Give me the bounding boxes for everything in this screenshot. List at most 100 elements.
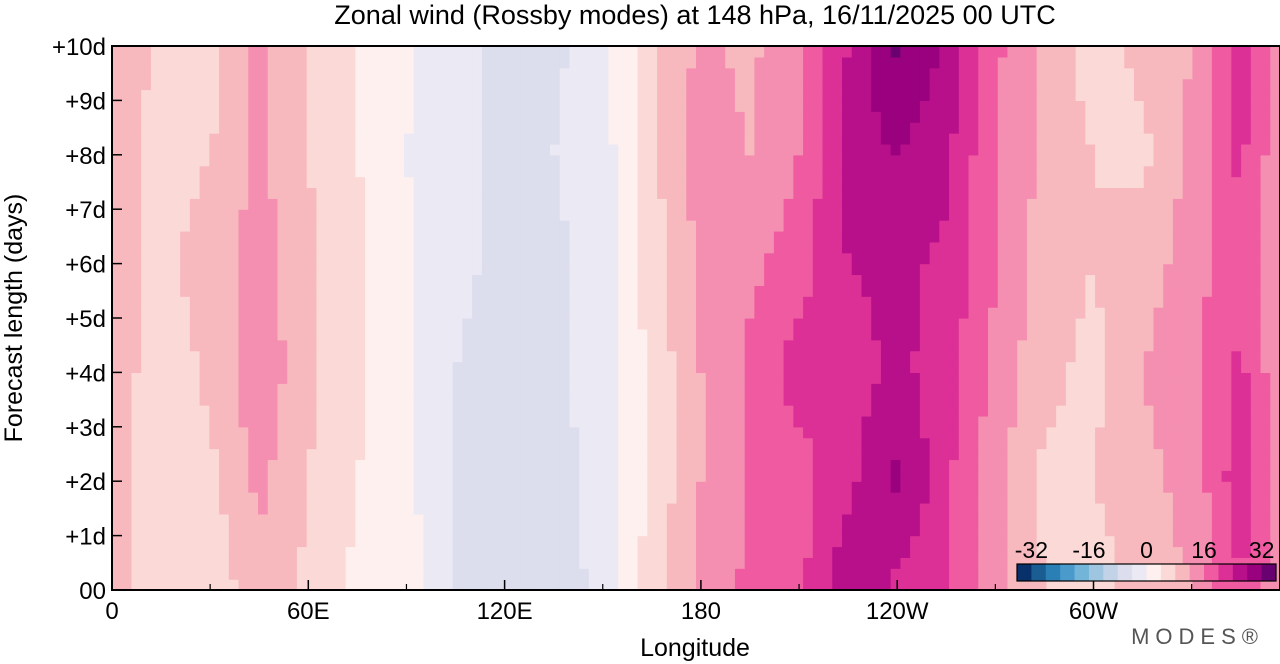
heatmap-cell xyxy=(209,307,220,319)
heatmap-cell xyxy=(793,415,804,428)
heatmap-cell xyxy=(511,350,522,363)
heatmap-cell xyxy=(1241,209,1252,221)
heatmap-cell xyxy=(1007,579,1018,590)
heatmap-cell xyxy=(248,405,259,417)
heatmap-cell xyxy=(773,383,785,395)
heatmap-cell xyxy=(423,133,434,145)
heatmap-cell xyxy=(394,579,405,590)
heatmap-cell xyxy=(452,513,463,526)
heatmap-cell xyxy=(696,133,707,145)
heatmap-cell xyxy=(1046,198,1057,210)
heatmap-cell xyxy=(131,230,142,243)
heatmap-cell xyxy=(1211,252,1223,265)
heatmap-cell xyxy=(1007,546,1018,558)
heatmap-cell xyxy=(1172,546,1184,558)
heatmap-cell xyxy=(696,426,707,439)
heatmap-cell xyxy=(1153,350,1164,363)
heatmap-cell xyxy=(219,579,230,590)
heatmap-cell xyxy=(1202,535,1213,548)
heatmap-cell xyxy=(559,470,571,482)
heatmap-cell xyxy=(1241,448,1252,461)
heatmap-cell xyxy=(949,448,960,461)
heatmap-cell xyxy=(1211,579,1223,590)
heatmap-cell xyxy=(248,198,259,210)
heatmap-cell xyxy=(744,339,755,352)
heatmap-cell xyxy=(1221,350,1232,363)
heatmap-cell xyxy=(1153,448,1164,461)
heatmap-cell xyxy=(131,296,142,308)
heatmap-cell xyxy=(744,252,755,265)
heatmap-cell xyxy=(1211,448,1223,461)
heatmap-cell xyxy=(822,318,833,330)
heatmap-cell xyxy=(559,133,571,145)
heatmap-cell xyxy=(608,502,619,515)
heatmap-cell xyxy=(326,557,337,569)
heatmap-cell xyxy=(511,209,522,221)
heatmap-cell xyxy=(851,318,863,330)
heatmap-cell xyxy=(1221,481,1232,493)
heatmap-cell xyxy=(1056,405,1067,417)
heatmap-cell xyxy=(988,502,999,515)
heatmap-cell xyxy=(1192,502,1203,515)
heatmap-cell xyxy=(579,405,590,417)
heatmap-cell xyxy=(1114,154,1125,167)
heatmap-cell xyxy=(462,296,473,308)
heatmap-cell xyxy=(803,274,814,286)
heatmap-cell xyxy=(812,154,824,167)
heatmap-cell xyxy=(1085,524,1096,537)
heatmap-cell xyxy=(258,307,269,319)
heatmap-cell xyxy=(666,133,678,145)
heatmap-cell xyxy=(588,350,600,363)
heatmap-cell xyxy=(1026,415,1038,428)
heatmap-cell xyxy=(1260,448,1271,461)
heatmap-cell xyxy=(1192,546,1203,558)
heatmap-cell xyxy=(608,176,619,189)
heatmap-cell xyxy=(754,350,765,363)
heatmap-cell xyxy=(647,274,658,286)
heatmap-cell xyxy=(1007,426,1018,439)
heatmap-cell xyxy=(1202,448,1213,461)
heatmap-cell xyxy=(842,557,853,569)
heatmap-cell xyxy=(1260,165,1271,178)
heatmap-cell xyxy=(1231,241,1242,254)
heatmap-cell xyxy=(880,296,892,308)
heatmap-cell xyxy=(1143,492,1155,504)
heatmap-cell xyxy=(1192,513,1203,526)
heatmap-cell xyxy=(1221,339,1232,352)
heatmap-cell xyxy=(423,459,434,471)
heatmap-cell xyxy=(355,415,366,428)
heatmap-cell xyxy=(355,296,366,308)
heatmap-cell xyxy=(121,133,133,145)
heatmap-cell xyxy=(939,209,950,221)
heatmap-cell xyxy=(335,372,347,384)
heatmap-cell xyxy=(365,546,376,558)
heatmap-cell xyxy=(141,481,152,493)
heatmap-cell xyxy=(559,568,571,580)
heatmap-cell xyxy=(199,557,210,569)
heatmap-cell xyxy=(686,220,697,232)
heatmap-cell xyxy=(1104,470,1116,482)
heatmap-cell xyxy=(861,579,872,590)
heatmap-cell xyxy=(900,426,911,439)
heatmap-cell xyxy=(822,546,833,558)
heatmap-cell xyxy=(501,285,512,297)
heatmap-cells xyxy=(112,46,1280,590)
heatmap-cell xyxy=(978,296,989,308)
heatmap-cell xyxy=(199,361,210,373)
heatmap-cell xyxy=(1260,502,1271,515)
heatmap-cell xyxy=(900,568,911,580)
heatmap-cell xyxy=(637,133,648,145)
heatmap-cell xyxy=(1036,492,1047,504)
heatmap-cell xyxy=(949,372,960,384)
heatmap-cell xyxy=(725,274,736,286)
heatmap-cell xyxy=(209,535,220,548)
heatmap-cell xyxy=(1017,220,1028,232)
heatmap-cell xyxy=(705,502,717,515)
heatmap-cell xyxy=(1036,296,1047,308)
heatmap-cell xyxy=(588,198,600,210)
heatmap-cell xyxy=(559,263,571,276)
heatmap-cell xyxy=(1095,209,1106,221)
heatmap-cell xyxy=(374,350,386,363)
heatmap-cell xyxy=(734,394,746,406)
heatmap-cell xyxy=(1124,339,1135,352)
